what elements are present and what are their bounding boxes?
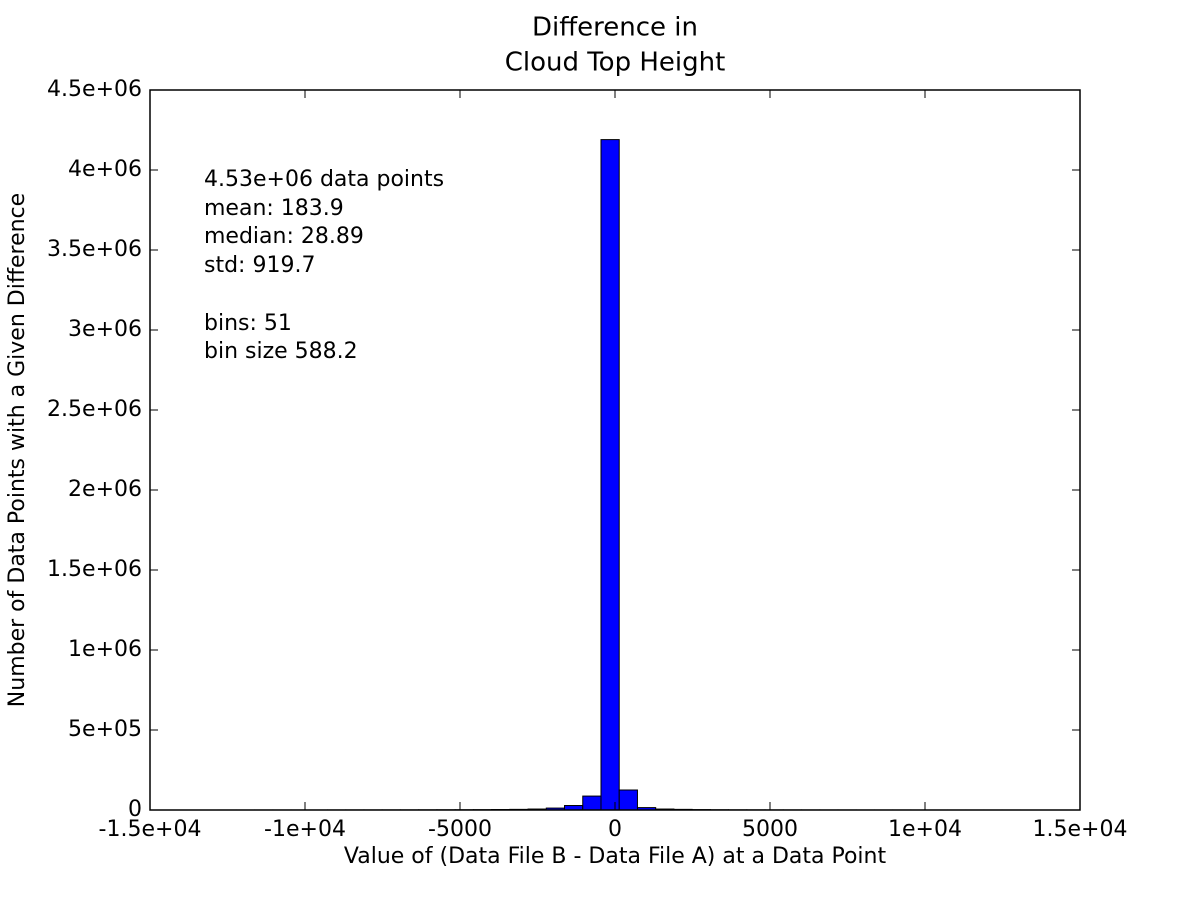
- y-tick-label: 4e+06: [68, 157, 142, 182]
- x-tick-label: 5000: [742, 817, 798, 842]
- y-tick-label: 3.5e+06: [47, 237, 142, 262]
- chart-title: Cloud Top Height: [505, 48, 726, 78]
- x-tick-label: -5000: [428, 817, 492, 842]
- x-tick-label: 1.5e+04: [1033, 817, 1128, 842]
- y-tick-label: 2.5e+06: [47, 397, 142, 422]
- y-tick-label: 5e+05: [68, 717, 142, 742]
- x-tick-label: 0: [608, 817, 622, 842]
- y-tick-label: 4.5e+06: [47, 77, 142, 102]
- bar: [600, 139, 620, 810]
- bar: [618, 789, 638, 810]
- y-tick-label: 3e+06: [68, 317, 142, 342]
- y-axis-label: Number of Data Points with a Given Diffe…: [5, 193, 30, 707]
- annotation: 4.53e+06 data points: [204, 167, 444, 192]
- bar: [582, 795, 602, 810]
- annotation: bins: 51: [204, 311, 292, 336]
- x-tick-label: -1.5e+04: [99, 817, 202, 842]
- annotation: mean: 183.9: [204, 196, 344, 221]
- x-axis-label: Value of (Data File B - Data File A) at …: [344, 844, 887, 869]
- y-tick-label: 1.5e+06: [47, 557, 142, 582]
- x-tick-label: 1e+04: [888, 817, 962, 842]
- annotation: median: 28.89: [204, 224, 364, 249]
- annotation: bin size 588.2: [204, 339, 358, 364]
- y-tick-label: 1e+06: [68, 637, 142, 662]
- y-tick-label: 2e+06: [68, 477, 142, 502]
- annotation: std: 919.7: [204, 253, 315, 278]
- chart-title: Difference in: [532, 13, 698, 43]
- x-tick-label: -1e+04: [264, 817, 346, 842]
- y-tick-label: 0: [128, 797, 142, 822]
